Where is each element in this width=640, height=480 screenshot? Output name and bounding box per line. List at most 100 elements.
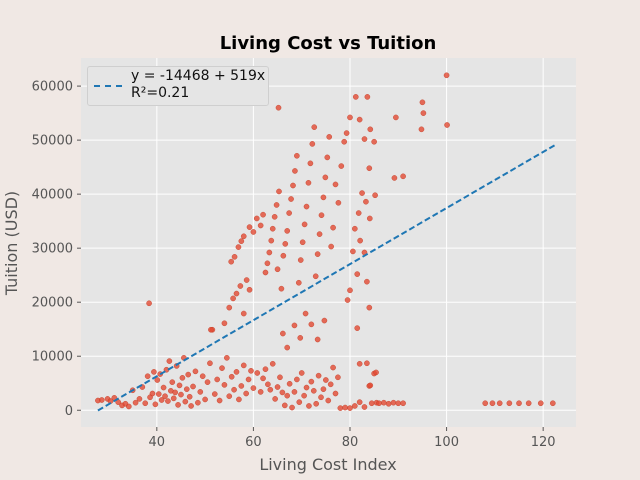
data-point bbox=[155, 391, 162, 397]
data-point bbox=[352, 94, 359, 100]
data-point bbox=[265, 381, 271, 388]
x-tick-label: 120 bbox=[531, 435, 556, 450]
data-point bbox=[292, 168, 298, 174]
data-point bbox=[211, 391, 218, 397]
data-point bbox=[275, 104, 282, 111]
data-point bbox=[359, 190, 365, 196]
data-point bbox=[367, 126, 374, 133]
data-point bbox=[354, 271, 361, 277]
data-point bbox=[309, 141, 316, 147]
y-tick-label: 40000 bbox=[32, 188, 73, 203]
data-point bbox=[240, 310, 247, 317]
data-point bbox=[185, 371, 192, 378]
data-point bbox=[297, 257, 304, 263]
data-point bbox=[257, 222, 264, 229]
data-point bbox=[231, 386, 237, 393]
data-point bbox=[238, 238, 245, 244]
data-point bbox=[303, 384, 310, 391]
data-point bbox=[271, 214, 278, 220]
data-point bbox=[146, 300, 152, 307]
data-point bbox=[363, 198, 369, 205]
data-point bbox=[250, 385, 257, 391]
data-point bbox=[354, 325, 361, 331]
data-point bbox=[175, 402, 181, 408]
data-point bbox=[496, 400, 503, 407]
data-point bbox=[322, 174, 329, 181]
data-point bbox=[154, 377, 161, 383]
data-point bbox=[237, 283, 244, 289]
data-point bbox=[166, 358, 173, 364]
data-point bbox=[371, 138, 377, 145]
data-point bbox=[207, 360, 213, 367]
data-point bbox=[419, 99, 426, 106]
data-point bbox=[318, 394, 324, 401]
x-tick-label: 60 bbox=[245, 435, 262, 450]
data-point bbox=[188, 403, 194, 409]
data-point bbox=[126, 403, 132, 410]
data-point bbox=[214, 376, 220, 383]
legend-r-squared: R²=0.21 bbox=[131, 85, 190, 101]
plot-area bbox=[81, 58, 576, 427]
data-point bbox=[323, 377, 329, 383]
data-point bbox=[233, 290, 240, 297]
data-point bbox=[236, 396, 242, 403]
x-tick-label: 100 bbox=[434, 435, 459, 450]
y-tick-label: 30000 bbox=[32, 242, 73, 257]
data-point bbox=[364, 94, 371, 100]
data-point bbox=[352, 225, 358, 232]
data-point bbox=[328, 243, 334, 250]
data-point bbox=[335, 199, 342, 206]
data-point bbox=[152, 401, 159, 408]
data-point bbox=[393, 114, 399, 121]
data-point bbox=[489, 400, 496, 407]
data-point bbox=[320, 386, 327, 392]
data-point bbox=[254, 370, 261, 376]
data-point bbox=[281, 402, 288, 409]
x-tick-label: 40 bbox=[149, 435, 166, 450]
data-point bbox=[190, 383, 196, 390]
data-point bbox=[178, 391, 184, 398]
data-point bbox=[366, 304, 373, 311]
data-point bbox=[316, 231, 323, 237]
data-point bbox=[267, 386, 274, 393]
data-point bbox=[332, 181, 339, 188]
y-tick-label: 20000 bbox=[32, 296, 73, 311]
data-point bbox=[297, 335, 304, 341]
data-point bbox=[314, 336, 321, 343]
data-point bbox=[506, 400, 513, 407]
data-point bbox=[372, 192, 378, 199]
data-point bbox=[250, 229, 257, 235]
data-point bbox=[318, 212, 325, 219]
data-point bbox=[289, 404, 295, 411]
data-point bbox=[301, 221, 308, 228]
data-point bbox=[400, 173, 406, 180]
data-point bbox=[343, 130, 350, 136]
data-point bbox=[219, 365, 225, 371]
data-point bbox=[366, 165, 373, 172]
data-point bbox=[537, 400, 544, 407]
data-point bbox=[264, 260, 271, 267]
data-point bbox=[226, 304, 233, 311]
data-point bbox=[273, 202, 280, 208]
data-point bbox=[192, 368, 199, 375]
data-point bbox=[262, 366, 269, 372]
data-point bbox=[216, 397, 223, 404]
data-point bbox=[158, 397, 165, 403]
data-point bbox=[272, 396, 278, 402]
data-point bbox=[151, 369, 157, 375]
data-point bbox=[282, 241, 289, 247]
data-point bbox=[246, 286, 253, 293]
data-point bbox=[444, 122, 450, 128]
data-point bbox=[182, 398, 189, 405]
data-point bbox=[312, 273, 319, 280]
data-point bbox=[308, 378, 315, 385]
data-point bbox=[269, 225, 276, 232]
data-point bbox=[274, 384, 281, 390]
data-point bbox=[308, 321, 315, 328]
data-point bbox=[197, 389, 204, 395]
data-point bbox=[307, 160, 314, 167]
data-point bbox=[390, 399, 397, 406]
data-point bbox=[144, 373, 151, 380]
data-point bbox=[516, 400, 522, 407]
data-point bbox=[278, 285, 285, 292]
